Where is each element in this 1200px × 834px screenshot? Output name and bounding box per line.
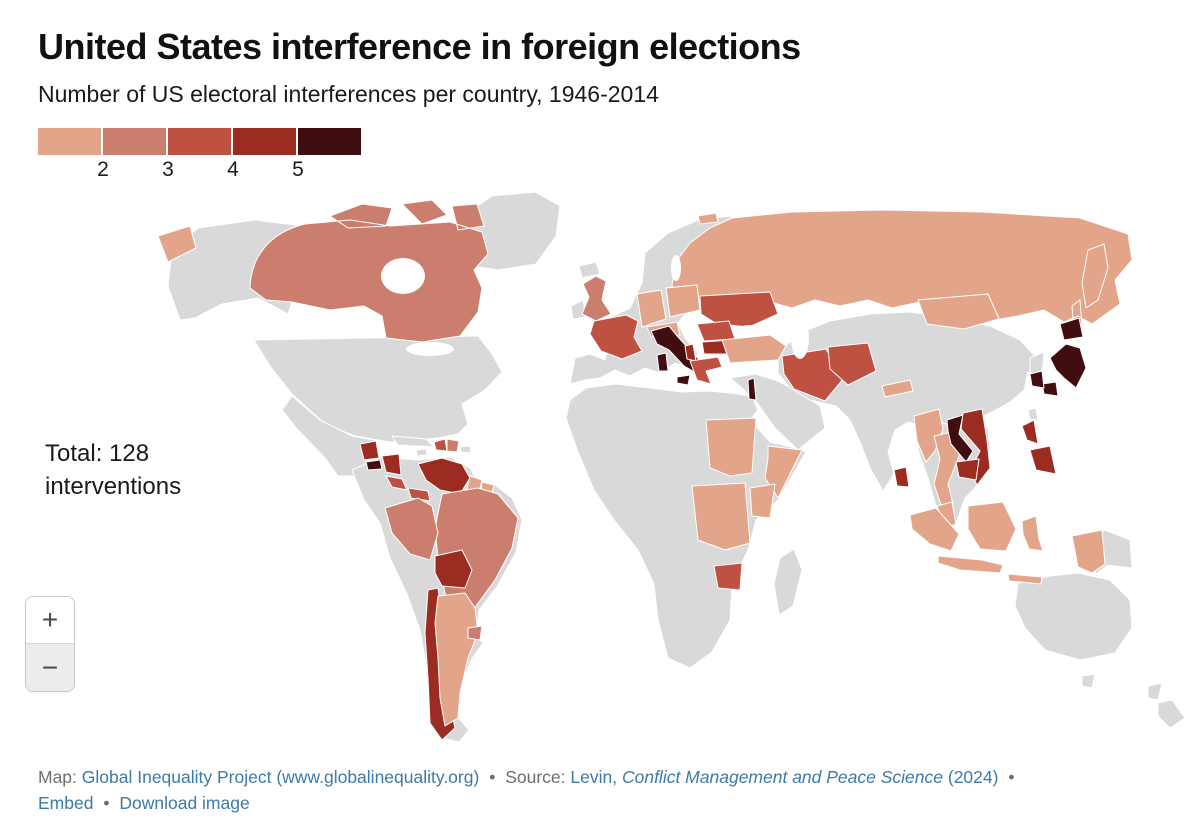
country-turkey[interactable]: [721, 334, 787, 364]
legend-swatch-2: [103, 128, 166, 156]
country-dr-congo[interactable]: [691, 482, 751, 551]
country-haiti[interactable]: [433, 438, 448, 452]
world-map: [157, 191, 1186, 743]
country-kenya[interactable]: [749, 483, 776, 519]
country-philippines[interactable]: [1021, 419, 1057, 475]
country-france[interactable]: [589, 314, 643, 360]
download-image-link[interactable]: Download image: [119, 793, 250, 813]
attribution-footer: Map: Global Inequality Project (www.glob…: [38, 764, 1178, 816]
source-year-link[interactable]: (2024): [947, 767, 999, 787]
separator-dot: •: [1008, 767, 1015, 787]
country-indonesia[interactable]: [909, 501, 1106, 585]
country-zimbabwe[interactable]: [713, 562, 743, 591]
country-cambodia[interactable]: [955, 458, 980, 481]
country-guatemala[interactable]: [359, 440, 380, 461]
great-lakes: [406, 342, 454, 357]
country-ukraine[interactable]: [699, 291, 779, 328]
legend-swatches: [38, 128, 361, 156]
country-japan[interactable]: [1041, 317, 1087, 397]
color-legend: 2 3 4 5: [38, 128, 361, 184]
country-afghanistan[interactable]: [827, 342, 877, 386]
hudson-bay: [381, 258, 425, 295]
source-author-link[interactable]: Levin,: [570, 767, 618, 787]
caspian-sea: [791, 317, 809, 360]
country-united-kingdom[interactable]: [581, 275, 612, 322]
country-poland[interactable]: [665, 284, 701, 318]
country-greece[interactable]: [689, 356, 723, 385]
country-nicaragua[interactable]: [381, 453, 402, 476]
map-source-link[interactable]: Global Inequality Project (www.globaline…: [81, 767, 480, 787]
country-sudan[interactable]: [705, 417, 757, 477]
zoom-out-button[interactable]: −: [26, 644, 74, 692]
country-albania[interactable]: [684, 343, 697, 362]
legend-tick-4: 4: [227, 158, 239, 182]
country-costa-rica[interactable]: [385, 475, 408, 491]
baltic-sea: [671, 255, 681, 282]
country-venezuela[interactable]: [417, 457, 471, 495]
zoom-in-button[interactable]: +: [26, 597, 74, 645]
source-label: Source:: [505, 767, 566, 787]
landmass-australia: [1014, 572, 1133, 689]
country-myanmar[interactable]: [913, 408, 944, 463]
country-south-korea[interactable]: [1029, 370, 1045, 389]
separator-dot: •: [103, 793, 110, 813]
legend-tick-3: 3: [162, 158, 174, 182]
country-italy[interactable]: [650, 325, 704, 386]
page-title: United States interference in foreign el…: [38, 26, 801, 67]
country-romania[interactable]: [696, 320, 736, 342]
country-israel[interactable]: [747, 377, 757, 401]
country-sri-lanka[interactable]: [893, 466, 910, 488]
page-subtitle: Number of US electoral interferences per…: [38, 81, 659, 108]
country-iran[interactable]: [781, 348, 844, 402]
country-mongolia[interactable]: [917, 293, 1000, 330]
map-annotation: Total: 128 interventions: [45, 440, 182, 500]
world-map-container: Total: 128 interventions + −: [0, 188, 1200, 748]
header: United States interference in foreign el…: [0, 0, 1200, 108]
legend-tick-5: 5: [292, 158, 304, 182]
black-sea: [733, 325, 771, 338]
country-uruguay[interactable]: [467, 625, 483, 641]
landmass-asia: [777, 311, 1039, 492]
legend-tick-2: 2: [97, 158, 109, 182]
country-peru[interactable]: [384, 497, 439, 561]
landmass-iceland: [578, 261, 601, 279]
country-vietnam[interactable]: [960, 408, 991, 486]
country-russia[interactable]: [157, 209, 1133, 334]
country-argentina[interactable]: [434, 592, 479, 727]
legend-swatch-1: [38, 128, 101, 156]
separator-dot: •: [489, 767, 496, 787]
legend-swatch-3: [168, 128, 231, 156]
country-canada[interactable]: [249, 199, 489, 343]
landmass-taiwan: [1027, 407, 1039, 421]
landmass-cuba: [391, 435, 472, 457]
landmass-new-zealand: [1147, 682, 1186, 729]
attribution-line-2: Embed • Download image: [38, 790, 1178, 816]
country-bolivia[interactable]: [434, 549, 473, 589]
country-nepal[interactable]: [881, 379, 914, 398]
landmass-madagascar: [773, 548, 803, 616]
legend-swatch-4: [233, 128, 296, 156]
country-germany[interactable]: [636, 289, 667, 328]
country-dominican-republic[interactable]: [446, 438, 460, 453]
map-zoom-control: + −: [25, 596, 75, 693]
country-panama[interactable]: [407, 487, 431, 502]
legend-ticks: 2 3 4 5: [38, 158, 361, 184]
embed-link[interactable]: Embed: [38, 793, 94, 813]
country-united-states[interactable]: [253, 335, 503, 443]
source-journal-link[interactable]: Conflict Management and Peace Science: [621, 767, 943, 787]
map-label: Map:: [38, 767, 77, 787]
landmass-africa: [565, 383, 807, 669]
attribution-line-1: Map: Global Inequality Project (www.glob…: [38, 764, 1178, 790]
country-el-salvador[interactable]: [365, 459, 383, 471]
legend-swatch-5: [298, 128, 361, 156]
